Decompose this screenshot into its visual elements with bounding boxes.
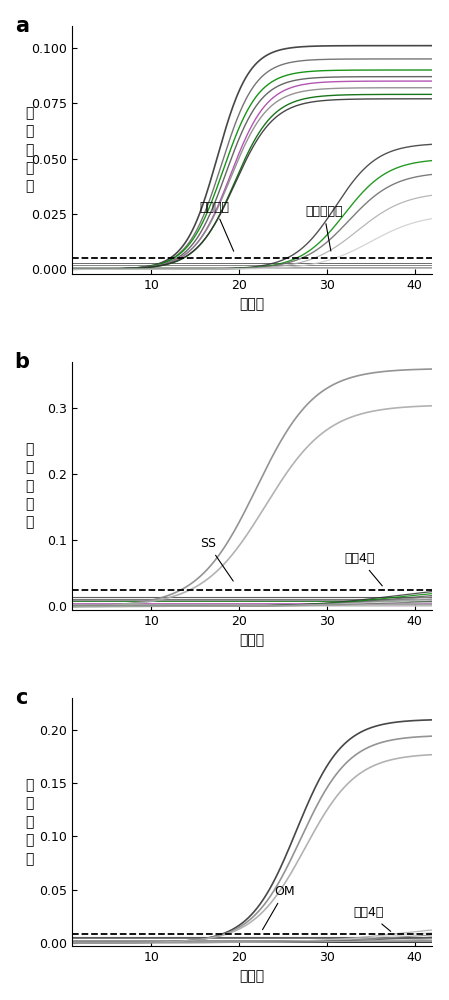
Y-axis label: 荧
光
信
号
値: 荧 光 信 号 値 <box>25 106 33 194</box>
Text: b: b <box>15 352 30 372</box>
X-axis label: 循环数: 循环数 <box>240 969 265 983</box>
Y-axis label: 荧
光
信
号
値: 荧 光 信 号 値 <box>25 778 33 866</box>
Text: 其它4种: 其它4种 <box>344 552 382 586</box>
Text: a: a <box>15 16 29 36</box>
Text: 非鲑科鱼类: 非鲑科鱼类 <box>305 205 343 251</box>
X-axis label: 循环数: 循环数 <box>240 297 265 311</box>
Text: 其它4种: 其它4种 <box>353 906 391 931</box>
Text: c: c <box>15 688 27 708</box>
Text: OM: OM <box>263 885 295 930</box>
Y-axis label: 荧
光
信
号
値: 荧 光 信 号 値 <box>25 442 33 530</box>
Text: 鲑科鱼类: 鲑科鱼类 <box>200 201 233 251</box>
Text: SS: SS <box>200 537 233 581</box>
X-axis label: 循环数: 循环数 <box>240 633 265 647</box>
